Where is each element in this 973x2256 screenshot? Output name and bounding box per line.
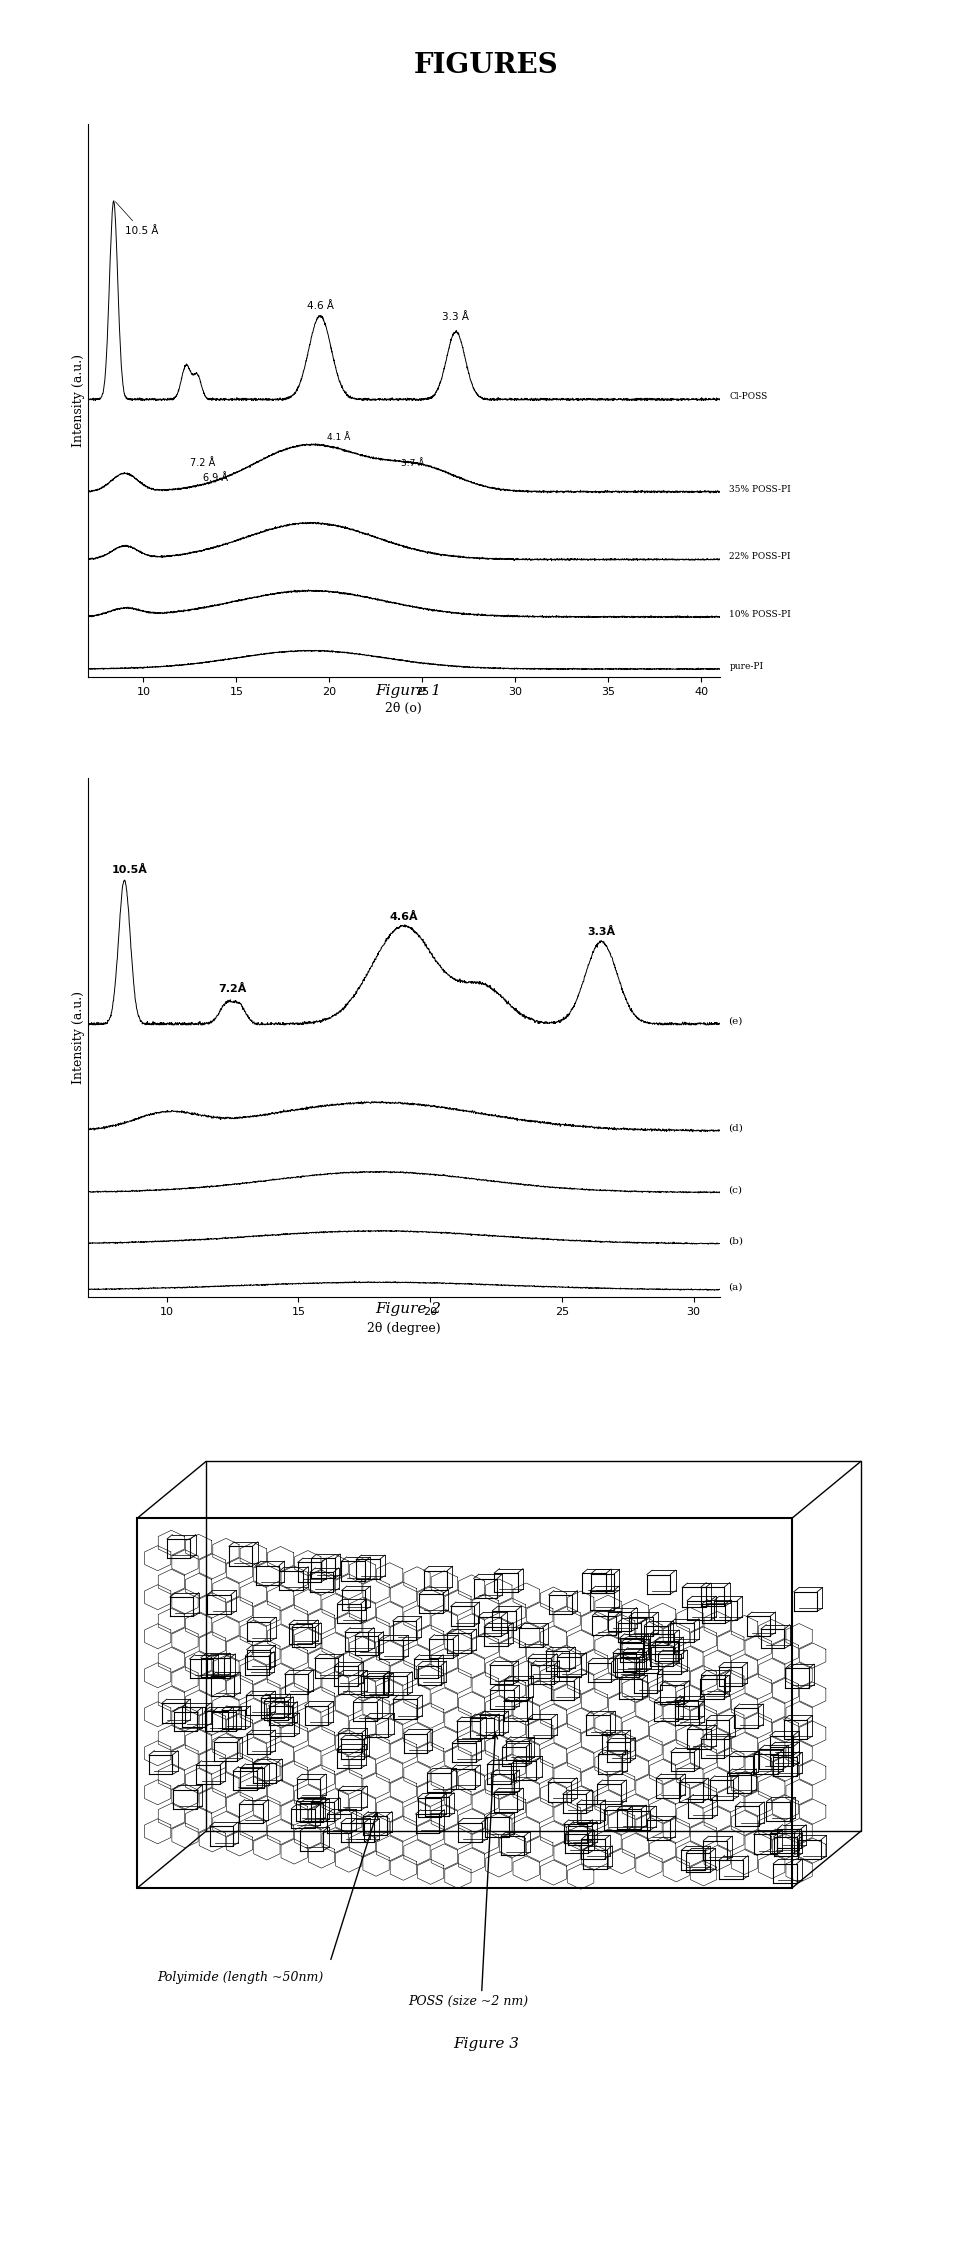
Text: Cl-POSS: Cl-POSS [730,393,768,402]
Text: 4.1 Å: 4.1 Å [327,433,350,442]
Text: (d): (d) [728,1123,742,1133]
Text: 22% POSS-PI: 22% POSS-PI [730,553,791,562]
Text: (e): (e) [728,1017,742,1026]
Text: 4.6 Å: 4.6 Å [306,302,334,311]
Text: Polyimide (length ~50nm): Polyimide (length ~50nm) [158,1972,324,1983]
Text: Figure 3: Figure 3 [453,2037,520,2051]
Text: pure-PI: pure-PI [730,661,764,670]
Y-axis label: Intensity (a.u.): Intensity (a.u.) [72,354,85,447]
Text: Figure 1: Figure 1 [376,684,442,697]
Text: FIGURES: FIGURES [414,52,559,79]
Text: 3.3 Å: 3.3 Å [443,311,469,323]
Text: 10.5 Å: 10.5 Å [116,201,159,235]
X-axis label: 2θ (degree): 2θ (degree) [367,1322,441,1336]
Text: (a): (a) [728,1284,742,1293]
Text: 3.7 Å: 3.7 Å [402,458,425,467]
Text: 7.2Å: 7.2Å [218,984,247,993]
Text: 10.5Å: 10.5Å [112,866,148,875]
Text: 35% POSS-PI: 35% POSS-PI [730,485,791,494]
Text: 3.3Å: 3.3Å [588,927,616,936]
Text: 7.2 Å: 7.2 Å [190,458,215,467]
Text: Figure 2: Figure 2 [376,1302,442,1315]
Text: 6.9 Å: 6.9 Å [203,474,228,483]
Text: 10% POSS-PI: 10% POSS-PI [730,609,791,618]
Text: 4.6Å: 4.6Å [389,911,418,923]
Text: POSS (size ~2 nm): POSS (size ~2 nm) [408,1994,528,2008]
Y-axis label: Intensity (a.u.): Intensity (a.u.) [72,990,85,1085]
Text: (b): (b) [728,1236,743,1245]
X-axis label: 2θ (o): 2θ (o) [385,702,422,715]
Text: (c): (c) [728,1184,742,1193]
